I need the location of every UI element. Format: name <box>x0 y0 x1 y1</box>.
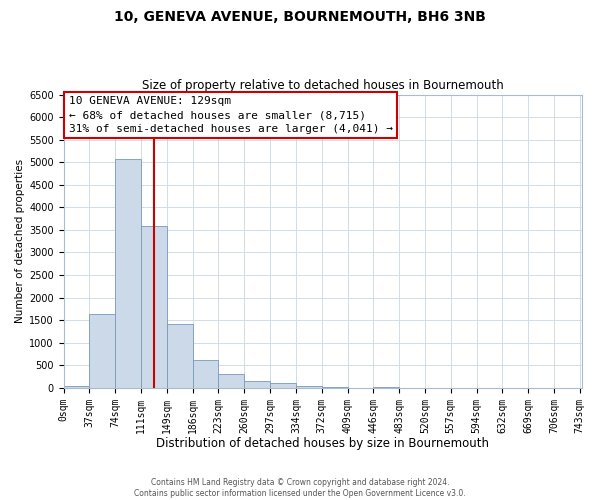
Bar <box>296 386 322 388</box>
Bar <box>270 384 296 388</box>
Title: Size of property relative to detached houses in Bournemouth: Size of property relative to detached ho… <box>142 79 503 92</box>
Text: 10 GENEVA AVENUE: 129sqm
← 68% of detached houses are smaller (8,715)
31% of sem: 10 GENEVA AVENUE: 129sqm ← 68% of detach… <box>69 96 393 134</box>
Bar <box>167 324 193 388</box>
Bar <box>115 158 141 388</box>
Bar <box>64 386 89 388</box>
Bar <box>322 386 347 388</box>
Bar <box>244 381 270 388</box>
Bar <box>373 386 399 388</box>
Bar <box>141 226 167 388</box>
Bar <box>218 374 244 388</box>
Y-axis label: Number of detached properties: Number of detached properties <box>15 159 25 324</box>
Bar <box>89 314 115 388</box>
X-axis label: Distribution of detached houses by size in Bournemouth: Distribution of detached houses by size … <box>156 437 489 450</box>
Text: Contains HM Land Registry data © Crown copyright and database right 2024.
Contai: Contains HM Land Registry data © Crown c… <box>134 478 466 498</box>
Text: 10, GENEVA AVENUE, BOURNEMOUTH, BH6 3NB: 10, GENEVA AVENUE, BOURNEMOUTH, BH6 3NB <box>114 10 486 24</box>
Bar <box>193 360 218 388</box>
